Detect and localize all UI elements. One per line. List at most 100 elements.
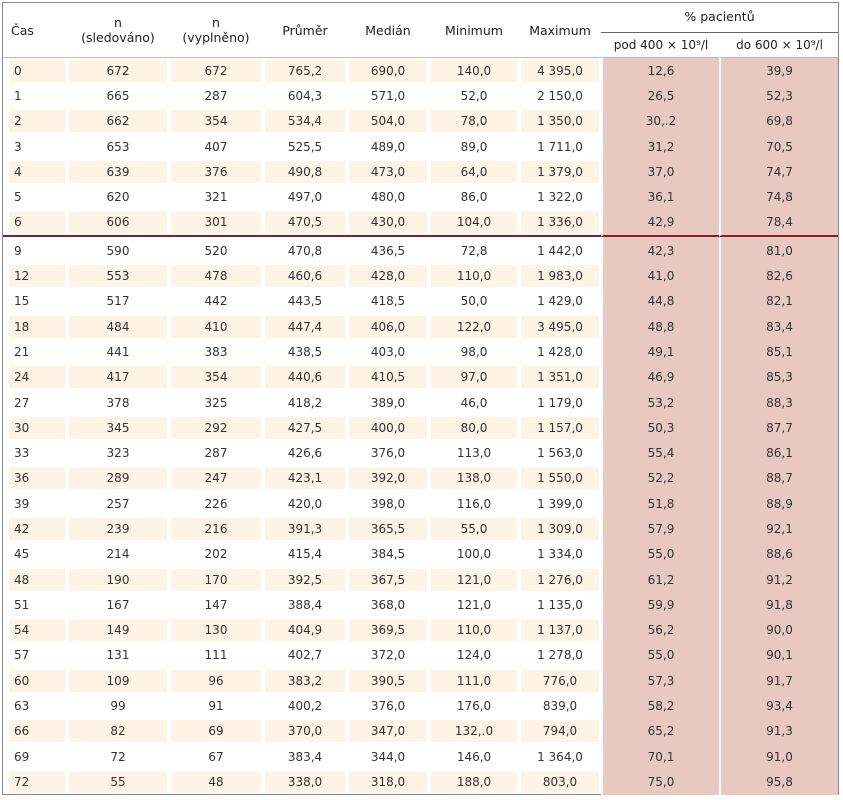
cell-pod400: 30,.2 [601, 108, 719, 134]
cell-cas: 2 [3, 109, 67, 134]
cell-prumer: 427,5 [263, 415, 347, 440]
cell-n-sledovano: 378 [106, 395, 130, 410]
cell-cas: 36 [3, 466, 67, 491]
cell-cas: 4 [3, 159, 67, 184]
cell-pod400: 50,3 [601, 415, 719, 441]
cell-median: 392,0 [347, 466, 429, 491]
cell-n-sledovano: 149 [67, 618, 169, 643]
cell-n-vyplneno: 354 [169, 365, 263, 390]
cell-median: 390,5 [347, 668, 429, 693]
cell-minimum: 121,0 [456, 597, 492, 612]
cell-minimum: 64,0 [429, 159, 519, 184]
cell-maximum: 794,0 [519, 719, 601, 744]
cell-do600: 88,7 [719, 465, 839, 492]
cell-n-vyplneno: 67 [208, 749, 224, 764]
cell-n-vyplneno: 520 [204, 243, 228, 258]
cell-maximum: 1 351,0 [519, 365, 601, 390]
cell-do600: 91,8 [719, 592, 839, 618]
table-row: 57 131 111 402,7 372,0 124,0 1 278,0 55,0 90,1 [3, 642, 839, 669]
cell-n-vyplneno: 202 [204, 547, 228, 562]
cell-n-sledovano: 82 [67, 719, 169, 744]
cell-maximum: 776,0 [519, 668, 601, 693]
cell-cas: 54 [3, 618, 67, 643]
cell-median: 410,5 [347, 365, 429, 390]
cell-prumer: 460,6 [263, 263, 347, 288]
table-row: 63 99 91 400,2 376,0 176,0 839,0 58,2 93,4 [3, 693, 839, 719]
header-n-sledovano: n (sledováno) [67, 3, 169, 58]
cell-cas: 24 [3, 365, 67, 390]
cell-prumer: 420,0 [287, 496, 323, 511]
cell-n-sledovano: 55 [67, 769, 169, 794]
cell-minimum: 146,0 [456, 749, 492, 764]
cell-n-sledovano: 345 [67, 415, 169, 440]
table-row: 42 239 216 391,3 365,5 55,0 1 309,0 57,9 92,1 [3, 516, 839, 542]
cell-median: 571,0 [370, 88, 406, 103]
cell-prumer: 418,2 [287, 395, 323, 410]
cell-minimum: 86,0 [460, 190, 488, 205]
cell-n-vyplneno: 170 [169, 567, 263, 592]
cell-maximum: 3 495,0 [519, 314, 601, 339]
cell-median: 365,5 [347, 516, 429, 541]
cell-cas: 33 [14, 446, 30, 461]
cell-n-sledovano: 167 [106, 597, 130, 612]
cell-pod400: 52,2 [601, 465, 719, 492]
cell-pod400: 37,0 [601, 159, 719, 185]
table-row: 21 441 383 438,5 403,0 98,0 1 428,0 49,1 85,1 [3, 339, 839, 365]
cell-pod400: 61,2 [601, 566, 719, 593]
cell-do600: 78,4 [719, 209, 839, 238]
cell-cas: 27 [14, 395, 30, 410]
table-row: 2 662 354 534,4 504,0 78,0 1 350,0 30,.2 69,8 [3, 108, 839, 134]
header-do600: do 600 × 10⁹/l [719, 33, 839, 58]
cell-median: 376,0 [370, 446, 406, 461]
cell-pod400: 48,8 [601, 313, 719, 340]
cell-cas: 51 [14, 597, 30, 612]
cell-minimum: 52,0 [460, 88, 488, 103]
cell-median: 473,0 [347, 159, 429, 184]
cell-pod400: 46,9 [601, 364, 719, 390]
header-pacientu: % pacientů [601, 3, 839, 33]
cell-maximum: 1 179,0 [537, 395, 583, 410]
table-row: 12 553 478 460,6 428,0 110,0 1 983,0 41,0 82,6 [3, 263, 839, 289]
header-maximum: Maximum [519, 3, 601, 58]
cell-do600: 91,0 [719, 744, 839, 770]
cell-do600: 91,3 [719, 718, 839, 745]
cell-minimum: 55,0 [429, 516, 519, 541]
cell-minimum: 121,0 [429, 567, 519, 592]
cell-n-vyplneno: 354 [169, 109, 263, 134]
cell-n-vyplneno: 226 [204, 496, 228, 511]
cell-prumer: 423,1 [263, 466, 347, 491]
cell-do600: 91,2 [719, 566, 839, 593]
cell-median: 318,0 [347, 769, 429, 794]
cell-prumer: 383,2 [263, 668, 347, 693]
cell-minimum: 100,0 [456, 547, 492, 562]
cell-median: 376,0 [370, 699, 406, 714]
cell-n-sledovano: 214 [106, 547, 130, 562]
cell-maximum: 1 442,0 [537, 243, 583, 258]
cell-maximum: 1 399,0 [537, 496, 583, 511]
cell-pod400: 58,2 [601, 693, 719, 719]
cell-minimum: 113,0 [456, 446, 492, 461]
cell-n-vyplneno: 69 [169, 719, 263, 744]
cell-minimum: 46,0 [460, 395, 488, 410]
cell-prumer: 392,5 [263, 567, 347, 592]
cell-minimum: 78,0 [429, 109, 519, 134]
cell-cas: 66 [3, 719, 67, 744]
cell-n-vyplneno: 96 [169, 668, 263, 693]
cell-maximum: 4 395,0 [519, 58, 601, 83]
cell-pod400: 44,8 [601, 288, 719, 314]
cell-cas: 1 [14, 88, 22, 103]
cell-n-sledovano: 484 [67, 314, 169, 339]
cell-n-sledovano: 620 [106, 190, 130, 205]
cell-median: 367,5 [347, 567, 429, 592]
table-row: 5 620 321 497,0 480,0 86,0 1 322,0 36,1 74,8 [3, 184, 839, 210]
cell-prumer: 426,6 [287, 446, 323, 461]
cell-pod400: 57,3 [601, 668, 719, 694]
table-row: 39 257 226 420,0 398,0 116,0 1 399,0 51,8 88,9 [3, 491, 839, 517]
cell-median: 430,0 [347, 210, 429, 238]
cell-pod400: 75,0 [601, 769, 719, 795]
cell-pod400: 12,6 [601, 58, 719, 84]
cell-prumer: 415,4 [287, 547, 323, 562]
cell-maximum: 1 379,0 [519, 159, 601, 184]
cell-maximum: 1 135,0 [537, 597, 583, 612]
cell-n-vyplneno: 48 [169, 769, 263, 794]
